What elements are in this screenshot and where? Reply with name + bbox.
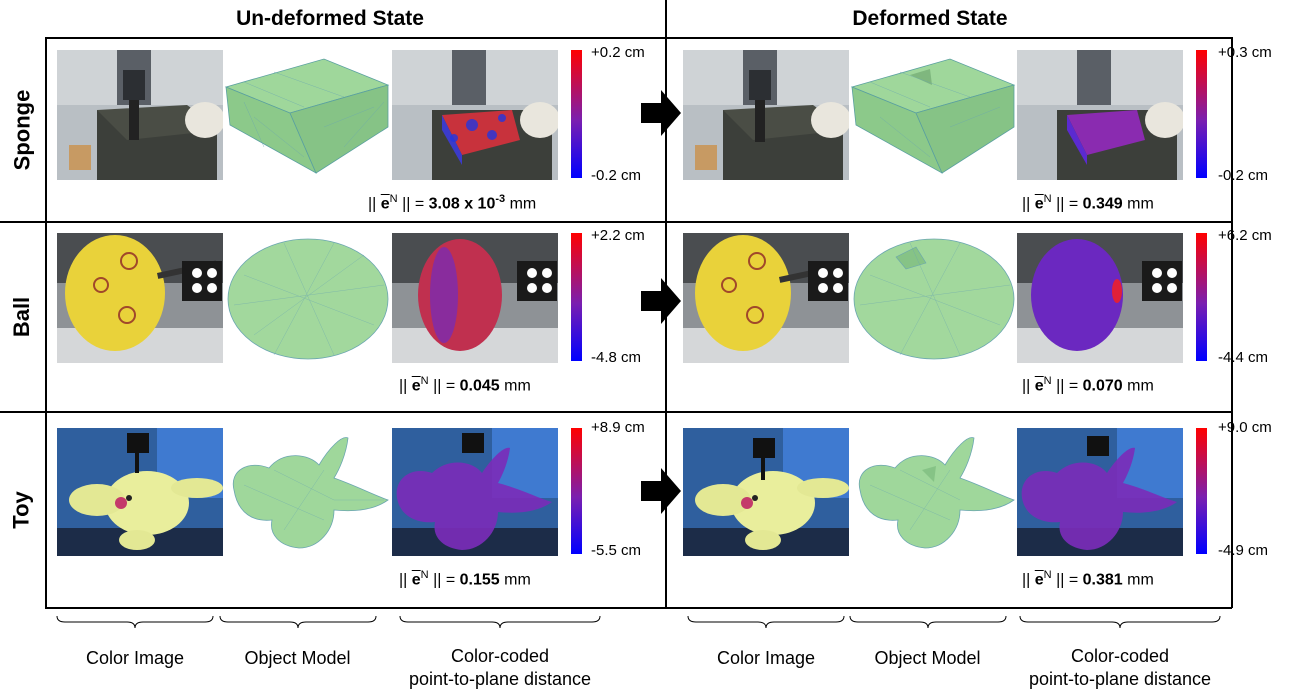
toy-deformed-color-image — [683, 428, 849, 556]
ball-undeformed-object-model — [224, 235, 390, 361]
sponge-deformed-color-image — [683, 50, 849, 180]
toy-arrow-icon — [641, 468, 681, 514]
sponge-deformed-colorbar-max: +0.3 cm — [1218, 44, 1272, 61]
row-label-sponge: Sponge — [9, 89, 35, 170]
toy-undeformed-colorbar-min: -5.5 cm — [591, 542, 642, 559]
ball-undeformed-colorcoded-image — [392, 233, 558, 363]
sponge-arrow-icon — [641, 90, 681, 136]
ball-deformed-colorbar — [1196, 233, 1207, 361]
row-divider-1 — [0, 221, 1232, 223]
row-label-toy: Toy — [8, 490, 34, 529]
caption-distance-left: Color-coded point-to-plane distance — [408, 646, 592, 689]
brace-color-image-right — [687, 615, 845, 629]
ball-deformed-color-image — [683, 233, 849, 363]
sponge-undeformed-colorcoded-image — [392, 50, 558, 180]
brace-object-model-left — [219, 615, 377, 629]
toy-undeformed-colorbar — [571, 428, 582, 554]
sponge-undeformed-object-model — [224, 57, 390, 175]
ball-deformed-colorbar-max: +6.2 cm — [1218, 227, 1272, 244]
header-undeformed: Un-deformed State — [236, 7, 424, 30]
caption-color-image-left: Color Image — [85, 648, 185, 668]
ball-arrow-icon — [641, 278, 681, 324]
ball-undeformed-metric: || eN || = 0.045 mm — [399, 375, 531, 395]
brace-object-model-right — [849, 615, 1007, 629]
sponge-deformed-metric: || eN || = 0.349 mm — [1022, 193, 1154, 213]
row-label-ball: Ball — [9, 296, 35, 337]
ball-undeformed-colorbar-min: -4.8 cm — [591, 349, 642, 366]
row-divider-2 — [0, 411, 1232, 413]
brace-distance-left — [399, 615, 601, 629]
ball-deformed-object-model — [850, 235, 1016, 361]
toy-deformed-colorbar — [1196, 428, 1207, 554]
toy-undeformed-metric: || eN || = 0.155 mm — [399, 569, 531, 589]
toy-undeformed-colorbar-max: +8.9 cm — [591, 419, 645, 436]
sponge-deformed-colorcoded-image — [1017, 50, 1183, 180]
grid-top — [45, 37, 1232, 39]
ball-undeformed-colorbar — [571, 233, 582, 361]
header-deformed: Deformed State — [852, 7, 1008, 30]
caption-distance-right: Color-coded point-to-plane distance — [1028, 646, 1212, 689]
caption-object-model-right: Object Model — [874, 648, 981, 668]
sponge-undeformed-metric: || eN || = 3.08 x 10-3 mm — [368, 193, 537, 213]
toy-undeformed-object-model — [224, 430, 390, 554]
grid-left — [45, 37, 47, 608]
sponge-deformed-colorbar-min: -0.2 cm — [1218, 167, 1269, 184]
ball-deformed-metric: || eN || = 0.070 mm — [1022, 375, 1154, 395]
grid-right — [1231, 37, 1233, 608]
sponge-undeformed-colorbar — [571, 50, 582, 178]
ball-deformed-colorcoded-image — [1017, 233, 1183, 363]
sponge-undeformed-colorbar-min: -0.2 cm — [591, 167, 642, 184]
brace-color-image-left — [56, 615, 214, 629]
caption-color-image-right: Color Image — [716, 648, 816, 668]
sponge-undeformed-colorbar-max: +0.2 cm — [591, 44, 645, 61]
sponge-undeformed-color-image — [57, 50, 223, 180]
ball-deformed-colorbar-min: -4.4 cm — [1218, 349, 1269, 366]
grid-bottom — [45, 607, 1232, 609]
sponge-deformed-object-model — [850, 57, 1016, 175]
ball-undeformed-colorbar-max: +2.2 cm — [591, 227, 645, 244]
toy-undeformed-colorcoded-image — [392, 428, 558, 556]
caption-object-model-left: Object Model — [244, 648, 351, 668]
brace-distance-right — [1019, 615, 1221, 629]
toy-undeformed-color-image — [57, 428, 223, 556]
toy-deformed-colorbar-max: +9.0 cm — [1218, 419, 1272, 436]
toy-deformed-colorcoded-image — [1017, 428, 1183, 556]
ball-undeformed-color-image — [57, 233, 223, 363]
toy-deformed-object-model — [850, 430, 1016, 554]
toy-deformed-metric: || eN || = 0.381 mm — [1022, 569, 1154, 589]
sponge-deformed-colorbar — [1196, 50, 1207, 178]
toy-deformed-colorbar-min: -4.9 cm — [1218, 542, 1269, 559]
